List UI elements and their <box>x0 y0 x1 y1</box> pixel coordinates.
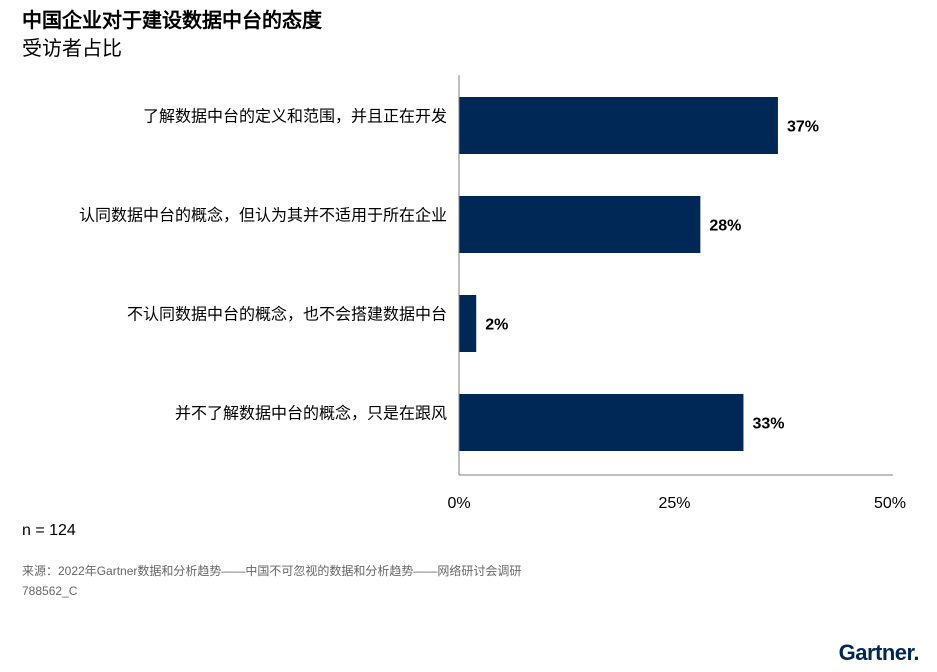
data-label: 37% <box>787 119 819 136</box>
data-label: 2% <box>485 317 508 334</box>
x-tick-label: 50% <box>874 495 906 512</box>
source-note: 来源：2022年Gartner数据和分析趋势——中国不可忽视的数据和分析趋势——… <box>22 564 522 578</box>
bar <box>459 295 477 352</box>
sample-size: n = 124 <box>22 522 76 539</box>
bar <box>459 97 778 154</box>
bar <box>459 394 744 451</box>
category-label: 认同数据中台的概念，但认为其并不适用于所在企业 <box>79 206 447 225</box>
x-tick-label: 0% <box>447 495 470 512</box>
data-label: 28% <box>709 218 741 235</box>
chart-subtitle: 受访者占比 <box>22 38 122 60</box>
chart-code: 788562_C <box>22 584 78 598</box>
category-label: 不认同数据中台的概念，也不会搭建数据中台 <box>127 305 447 324</box>
category-label: 并不了解数据中台的概念，只是在跟风 <box>175 404 447 423</box>
gartner-logo: Gartner. <box>838 640 920 665</box>
x-tick-label: 25% <box>658 495 690 512</box>
data-label: 33% <box>752 416 784 433</box>
bar <box>459 196 701 253</box>
category-label: 了解数据中台的定义和范围，并且正在开发 <box>143 108 447 126</box>
chart-title: 中国企业对于建设数据中台的态度 <box>22 10 322 32</box>
